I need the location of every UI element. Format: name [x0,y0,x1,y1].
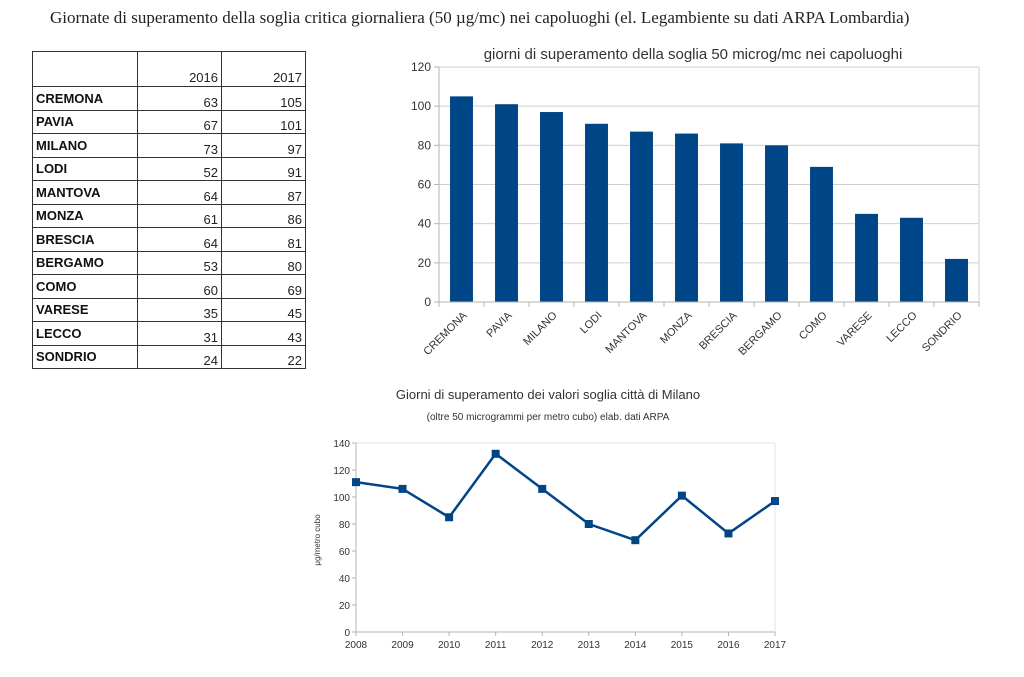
row-value-2017: 69 [221,274,306,299]
bar-x-tick-label: LODI [578,310,605,337]
bar [495,104,518,302]
row-value-2017: 86 [221,203,306,228]
row-value-2016: 64 [137,180,222,205]
bar [945,258,968,302]
bar-y-tick-label: 0 [424,295,431,309]
bar-y-tick-label: 60 [418,178,432,192]
bar [630,131,653,302]
bar-x-tick-label: LECCO [884,309,920,345]
bar [450,96,473,302]
bar-y-tick-label: 40 [418,217,432,231]
header-cell-2016: 2016 [137,51,222,87]
bar-y-tick-label: 120 [411,60,431,74]
table-row: LODI 52 91 [32,156,306,181]
bar-x-tick-label: MONZA [658,309,695,346]
row-city: PAVIA [32,109,138,134]
bar [675,133,698,302]
row-value-2017: 80 [221,250,306,275]
row-value-2017: 105 [221,86,306,111]
bar-x-tick-label: BERGAMO [736,309,785,358]
table-row: PAVIA 67 101 [32,109,306,134]
table-row: CREMONA 63 105 [32,86,306,111]
table-row: BERGAMO 53 80 [32,250,306,275]
bar-x-tick-label: SONDRIO [920,309,965,354]
row-value-2016: 53 [137,250,222,275]
table-row: MONZA 61 86 [32,203,306,228]
row-city: LECCO [32,321,138,346]
row-value-2017: 45 [221,297,306,322]
row-value-2017: 81 [221,227,306,252]
table-row: SONDRIO 24 22 [32,344,306,369]
bar-y-tick-label: 100 [411,99,431,113]
table-row: LECCO 31 43 [32,321,306,346]
bar-chart-title: giorni di superamento della soglia 50 mi… [484,46,903,63]
row-value-2017: 97 [221,133,306,158]
bar [855,213,878,302]
table-row: MANTOVA 64 87 [32,180,306,205]
bar [765,145,788,302]
row-value-2016: 73 [137,133,222,158]
row-city: BERGAMO [32,250,138,275]
row-value-2017: 43 [221,321,306,346]
row-city: SONDRIO [32,344,138,369]
row-value-2016: 60 [137,274,222,299]
bar-x-tick-label: MANTOVA [603,309,650,356]
bar [900,217,923,302]
table-row: COMO 60 69 [32,274,306,299]
row-value-2016: 31 [137,321,222,346]
bar-x-tick-label: COMO [797,309,830,342]
table-row: BRESCIA 64 81 [32,227,306,252]
row-city: MILANO [32,133,138,158]
row-value-2017: 22 [221,344,306,369]
document-title: Giornate di superamento della soglia cri… [50,8,910,27]
row-value-2017: 91 [221,156,306,181]
row-city: COMO [32,274,138,299]
bar-y-tick-label: 80 [418,138,432,152]
bar-y-tick-label: 20 [418,256,432,270]
row-value-2016: 24 [137,344,222,369]
bar-x-tick-label: BRESCIA [697,309,740,352]
bar-x-tick-label: MILANO [521,309,560,348]
bar [540,112,563,303]
bar-x-tick-label: PAVIA [484,309,515,340]
row-city: VARESE [32,297,138,322]
table-row: VARESE 35 45 [32,297,306,322]
header-cell-city [32,51,138,87]
row-city: LODI [32,156,138,181]
bar [585,123,608,303]
row-value-2016: 67 [137,109,222,134]
bar-x-tick-label: CREMONA [421,309,470,358]
row-value-2017: 101 [221,109,306,134]
data-table: 2016 2017 CREMONA 63 105 PAVIA 67 101 MILANO 73… [32,51,306,369]
table-header-row: 2016 2017 [32,51,306,87]
bar [810,166,833,302]
bar-x-tick-label: VARESE [835,310,874,349]
bar [720,143,743,302]
row-city: MANTOVA [32,180,138,205]
table-row: MILANO 73 97 [32,133,306,158]
row-value-2016: 52 [137,156,222,181]
row-city: CREMONA [32,86,138,111]
header-cell-2017: 2017 [221,51,306,87]
row-value-2016: 61 [137,203,222,228]
